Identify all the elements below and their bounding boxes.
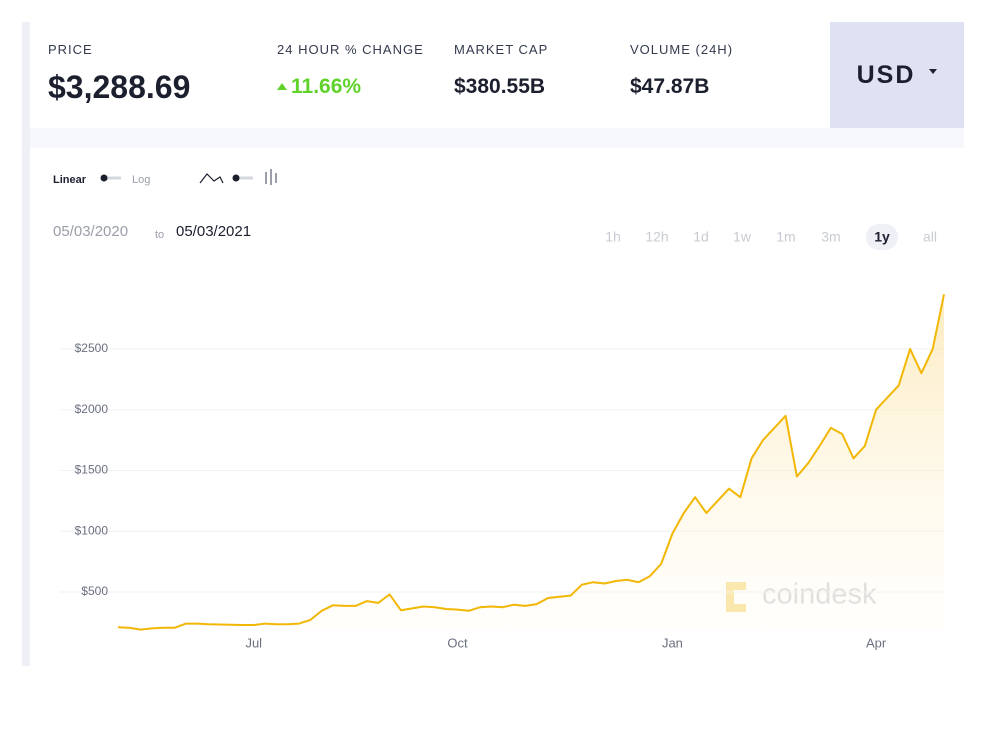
stat-value: 11.66% xyxy=(277,75,424,99)
toggle-knob[interactable] xyxy=(100,174,108,182)
stat-label: 24 HOUR % CHANGE xyxy=(277,42,424,57)
range-button[interactable]: 12h xyxy=(645,229,668,245)
stats-bar: PRICE $3,288.69 24 HOUR % CHANGE 11.66% MARK… xyxy=(30,22,830,128)
date-from[interactable]: 05/03/2020 xyxy=(53,223,128,240)
toggle-knob[interactable] xyxy=(232,174,240,182)
y-tick-label: $2000 xyxy=(75,402,109,416)
stat: PRICE $3,288.69 xyxy=(48,42,190,106)
currency-select[interactable]: USD xyxy=(830,22,964,128)
y-tick-label: $1000 xyxy=(75,523,109,537)
scale-log[interactable]: Log xyxy=(132,174,150,186)
date-to-word: to xyxy=(155,229,164,241)
panel-edge xyxy=(22,22,30,666)
range-button[interactable]: 1h xyxy=(605,229,621,245)
x-tick-label: Jul xyxy=(245,635,262,650)
y-tick-label: $1500 xyxy=(75,463,109,477)
stat-label: MARKET CAP xyxy=(454,42,549,57)
y-tick-label: $2500 xyxy=(75,341,109,355)
y-tick-label: $500 xyxy=(81,584,108,598)
line-icon[interactable] xyxy=(199,173,224,184)
price-line xyxy=(117,294,945,631)
range-button[interactable]: 1d xyxy=(693,229,709,245)
x-tick-label: Jan xyxy=(662,635,683,650)
candle-icon[interactable] xyxy=(265,169,277,185)
stat-label: VOLUME (24H) xyxy=(630,42,734,57)
range-active-bg xyxy=(866,224,898,250)
range-button[interactable]: all xyxy=(923,229,937,245)
divider xyxy=(30,128,964,148)
stat-value: $47.87B xyxy=(630,75,710,98)
stat: 24 HOUR % CHANGE 11.66% xyxy=(277,42,424,99)
date-to[interactable]: 05/03/2021 xyxy=(176,223,251,240)
area-fill xyxy=(118,294,944,630)
range-button[interactable]: 1w xyxy=(733,229,752,245)
stat: VOLUME (24H) $47.87B xyxy=(630,42,733,99)
range-button[interactable]: 3m xyxy=(821,229,840,245)
x-tick-label: Oct xyxy=(447,635,468,650)
stat-value: $380.55B xyxy=(454,75,546,98)
x-tick-label: Apr xyxy=(866,635,887,650)
stat-label: PRICE xyxy=(48,42,93,57)
stat: MARKET CAP $380.55B xyxy=(454,42,548,99)
range-button[interactable]: 1m xyxy=(776,229,795,245)
range-button[interactable]: 1y xyxy=(874,229,890,245)
stat-value: $3,288.69 xyxy=(48,69,191,105)
scale-linear[interactable]: Linear xyxy=(53,174,87,186)
